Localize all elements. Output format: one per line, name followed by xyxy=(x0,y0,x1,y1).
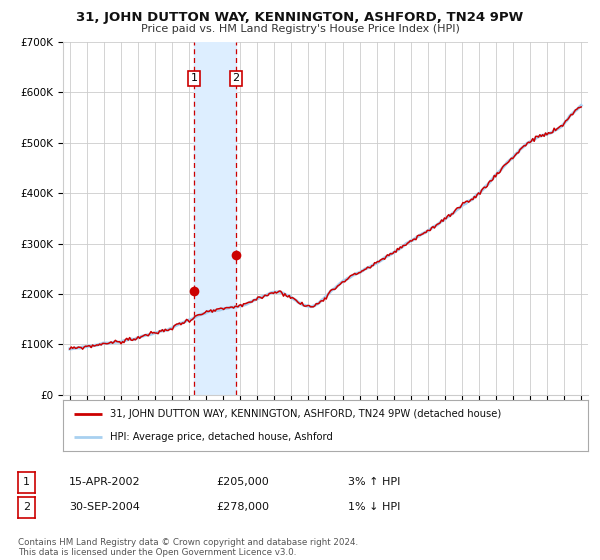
Text: 1: 1 xyxy=(23,477,30,487)
Text: Contains HM Land Registry data © Crown copyright and database right 2024.
This d: Contains HM Land Registry data © Crown c… xyxy=(18,538,358,557)
Text: Price paid vs. HM Land Registry's House Price Index (HPI): Price paid vs. HM Land Registry's House … xyxy=(140,24,460,34)
Text: HPI: Average price, detached house, Ashford: HPI: Average price, detached house, Ashf… xyxy=(110,432,333,442)
Text: £205,000: £205,000 xyxy=(216,477,269,487)
Text: 30-SEP-2004: 30-SEP-2004 xyxy=(69,502,140,512)
Bar xyxy=(194,42,236,395)
Text: 1: 1 xyxy=(191,73,197,83)
Text: 3% ↑ HPI: 3% ↑ HPI xyxy=(348,477,400,487)
Text: 1% ↓ HPI: 1% ↓ HPI xyxy=(348,502,400,512)
Text: 2: 2 xyxy=(23,502,30,512)
Text: 31, JOHN DUTTON WAY, KENNINGTON, ASHFORD, TN24 9PW (detached house): 31, JOHN DUTTON WAY, KENNINGTON, ASHFORD… xyxy=(110,409,502,419)
Text: 31, JOHN DUTTON WAY, KENNINGTON, ASHFORD, TN24 9PW: 31, JOHN DUTTON WAY, KENNINGTON, ASHFORD… xyxy=(76,11,524,24)
Text: £278,000: £278,000 xyxy=(216,502,269,512)
Text: 2: 2 xyxy=(232,73,239,83)
Text: 15-APR-2002: 15-APR-2002 xyxy=(69,477,140,487)
